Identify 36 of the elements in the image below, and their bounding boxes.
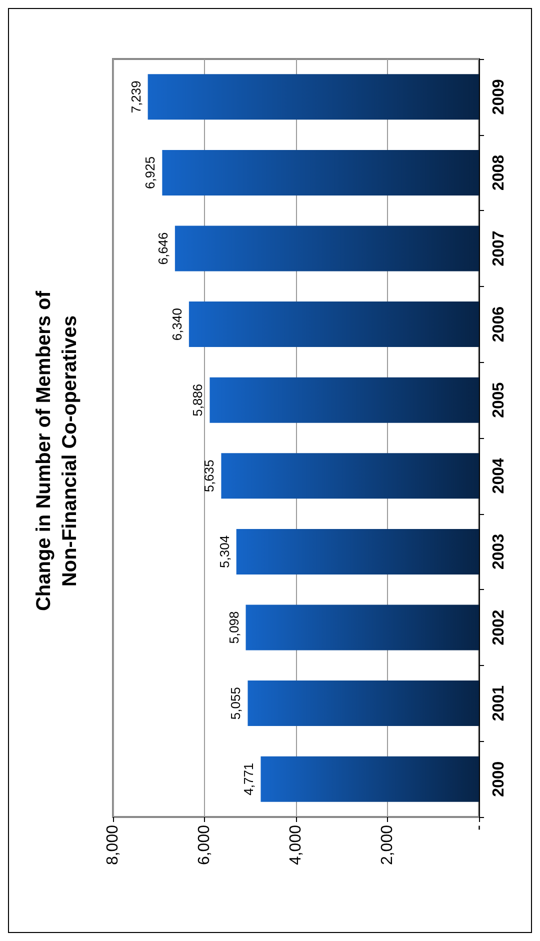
data-label: 4,771: [241, 762, 256, 796]
y-tick-label: 2009: [490, 79, 508, 115]
x-tick-label: 8,000: [104, 824, 122, 866]
bar: [248, 680, 479, 726]
bar: [210, 377, 479, 423]
data-label: 5,055: [228, 687, 244, 720]
text: Change in Number of Members of Non-Financial Co-operatives: [33, 290, 81, 612]
bar: [236, 528, 479, 574]
data-label: 6,340: [169, 308, 184, 341]
x-tick-label: 2,000: [379, 824, 396, 866]
bar: [162, 150, 479, 196]
data-label: 6,646: [155, 232, 170, 265]
y-tick-label: 2000: [490, 761, 508, 797]
bar: [188, 302, 479, 348]
data-label: 5,304: [216, 535, 232, 568]
y-tick-label: 2002: [490, 610, 508, 646]
data-label: 5,886: [190, 384, 206, 416]
y-tick-label: 2005: [490, 382, 508, 418]
x-tick-label: 6,000: [196, 824, 213, 866]
bar: [174, 226, 479, 272]
bar: [221, 453, 479, 499]
x-tick-label: 4,000: [288, 824, 304, 866]
data-label: 7,239: [128, 80, 144, 114]
bar: [246, 604, 479, 650]
y-tick-label: 2007: [490, 230, 508, 266]
y-tick-label: 2001: [490, 685, 508, 722]
data-label: 6,925: [142, 156, 158, 189]
data-label: 5,635: [202, 460, 217, 492]
bar: [148, 74, 479, 120]
y-tick-label: 2003: [490, 534, 508, 570]
x-tick-label: -: [470, 825, 488, 830]
y-tick-label: 2004: [490, 458, 508, 494]
data-label: 5,098: [226, 611, 242, 644]
y-tick-label: 2008: [490, 154, 508, 190]
y-tick-label: 2006: [490, 306, 508, 342]
bar: [260, 756, 479, 802]
